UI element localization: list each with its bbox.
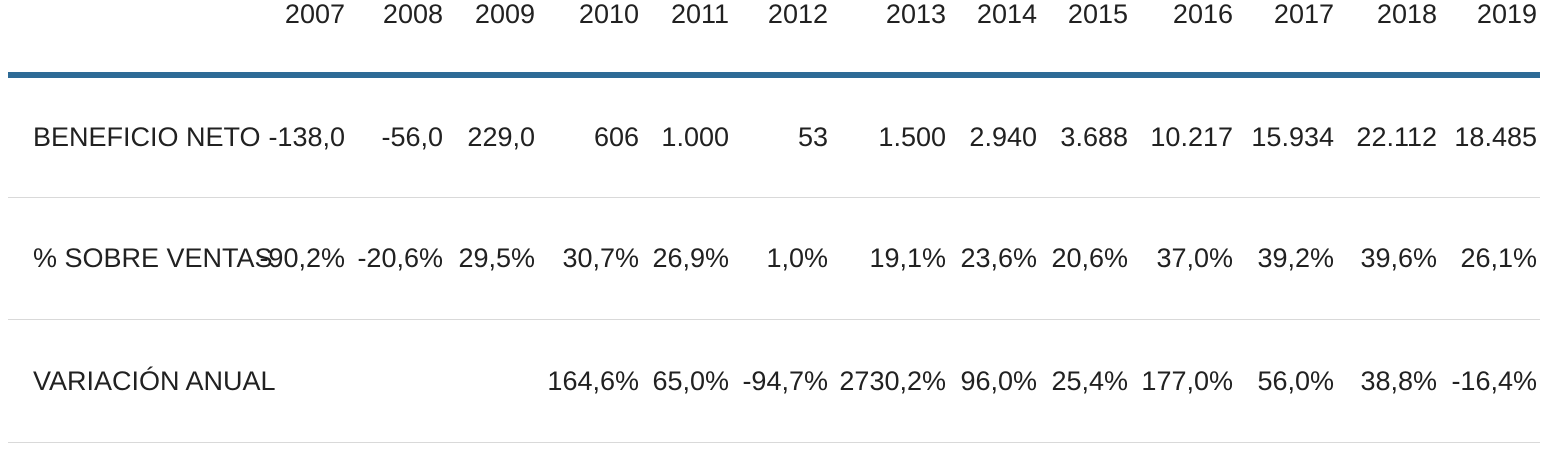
year-header-2019: 2019 xyxy=(1440,0,1540,78)
cell: -56,0 xyxy=(348,78,446,198)
cell: 56,0% xyxy=(1236,320,1337,443)
year-header-2010: 2010 xyxy=(538,0,642,78)
cell: 1,0% xyxy=(732,198,831,320)
cell: 606 xyxy=(538,78,642,198)
cell: 15.934 xyxy=(1236,78,1337,198)
cell: -138,0 xyxy=(250,78,348,198)
cell: -90,2% xyxy=(250,198,348,320)
cell xyxy=(348,320,446,443)
cell: 26,1% xyxy=(1440,198,1540,320)
cell xyxy=(446,320,538,443)
cell xyxy=(250,320,348,443)
corner-cell xyxy=(8,0,250,78)
cell: 164,6% xyxy=(538,320,642,443)
cell: 39,6% xyxy=(1337,198,1440,320)
cell: 2.940 xyxy=(949,78,1040,198)
cell: 18.485 xyxy=(1440,78,1540,198)
cell: 19,1% xyxy=(831,198,949,320)
year-header-2007: 2007 xyxy=(250,0,348,78)
year-header-2009: 2009 xyxy=(446,0,538,78)
financial-results-table: 2007 2008 2009 2010 2011 2012 2013 2014 … xyxy=(8,0,1540,443)
row-label-sobre-ventas: % SOBRE VENTAS xyxy=(8,198,273,320)
cell: 3.688 xyxy=(1040,78,1131,198)
cell: 53 xyxy=(732,78,831,198)
cell: 26,9% xyxy=(642,198,732,320)
table-row-beneficio-neto: BENEFICIO NETO -138,0 -56,0 229,0 606 1.… xyxy=(8,78,1540,198)
cell: 65,0% xyxy=(642,320,732,443)
cell: 10.217 xyxy=(1131,78,1236,198)
year-header-2014: 2014 xyxy=(949,0,1040,78)
year-header-2018: 2018 xyxy=(1337,0,1440,78)
cell: 30,7% xyxy=(538,198,642,320)
cell: -94,7% xyxy=(732,320,831,443)
cell: 38,8% xyxy=(1337,320,1440,443)
cell: 1.000 xyxy=(642,78,732,198)
year-header-2013: 2013 xyxy=(831,0,949,78)
year-header-2017: 2017 xyxy=(1236,0,1337,78)
year-header-2012: 2012 xyxy=(732,0,831,78)
cell: 1.500 xyxy=(831,78,949,198)
cell: 25,4% xyxy=(1040,320,1131,443)
year-header-2011: 2011 xyxy=(642,0,732,78)
cell: 23,6% xyxy=(949,198,1040,320)
cell: 229,0 xyxy=(446,78,538,198)
year-header-row: 2007 2008 2009 2010 2011 2012 2013 2014 … xyxy=(8,0,1540,78)
cell: 22.112 xyxy=(1337,78,1440,198)
cell: -20,6% xyxy=(348,198,446,320)
table-row-variacion-anual: VARIACIÓN ANUAL 164,6% 65,0% -94,7% 2730… xyxy=(8,320,1540,443)
cell: -16,4% xyxy=(1440,320,1540,443)
cell: 2730,2% xyxy=(831,320,949,443)
cell: 29,5% xyxy=(446,198,538,320)
row-label-variacion-anual: VARIACIÓN ANUAL xyxy=(8,320,276,443)
year-header-2008: 2008 xyxy=(348,0,446,78)
cell: 39,2% xyxy=(1236,198,1337,320)
year-header-2015: 2015 xyxy=(1040,0,1131,78)
table-row-sobre-ventas: % SOBRE VENTAS -90,2% -20,6% 29,5% 30,7%… xyxy=(8,198,1540,320)
row-label-beneficio-neto: BENEFICIO NETO xyxy=(8,78,261,198)
cell: 20,6% xyxy=(1040,198,1131,320)
cell: 37,0% xyxy=(1131,198,1236,320)
cell: 177,0% xyxy=(1131,320,1236,443)
cell: 96,0% xyxy=(949,320,1040,443)
year-header-2016: 2016 xyxy=(1131,0,1236,78)
